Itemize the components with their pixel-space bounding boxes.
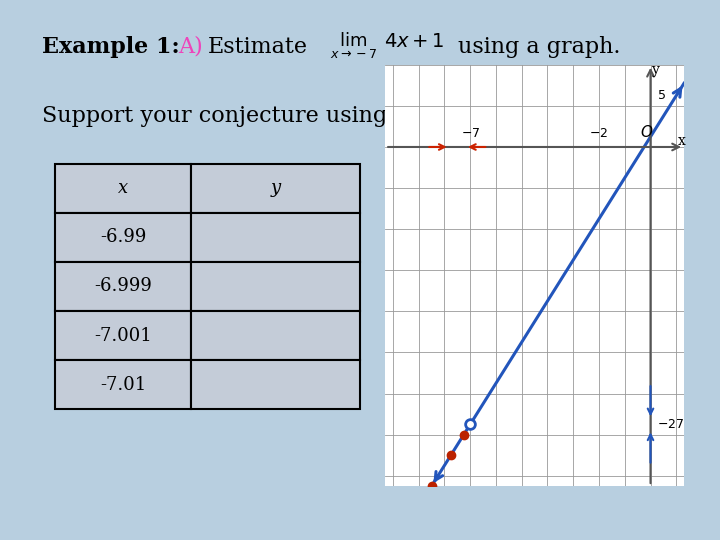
Bar (55, 213, 191, 262)
Bar (191, 213, 360, 262)
Text: y: y (270, 179, 281, 197)
Bar (191, 262, 360, 311)
Text: $-27$: $-27$ (657, 418, 684, 431)
Text: -6.999: -6.999 (94, 278, 152, 295)
Bar (55, 360, 191, 409)
Text: x: x (678, 134, 686, 148)
Text: -7.01: -7.01 (100, 376, 146, 394)
Text: Example 1:: Example 1: (42, 36, 179, 58)
Text: using a graph.: using a graph. (458, 36, 621, 58)
Text: $\underset{x\to-7}{\lim}$: $\underset{x\to-7}{\lim}$ (330, 31, 377, 62)
Text: Support your conjecture using a table of values.: Support your conjecture using a table of… (42, 105, 586, 127)
Bar (55, 311, 191, 360)
Bar (55, 164, 191, 213)
Text: $-7$: $-7$ (461, 127, 480, 140)
Bar (191, 360, 360, 409)
Text: -6.99: -6.99 (100, 228, 146, 246)
Text: y: y (652, 63, 660, 77)
Text: -7.001: -7.001 (94, 327, 152, 345)
Bar (191, 311, 360, 360)
Bar (55, 262, 191, 311)
Text: $5$: $5$ (657, 89, 666, 102)
Text: Estimate: Estimate (208, 36, 307, 58)
Text: $-2$: $-2$ (590, 127, 608, 140)
Text: A): A) (179, 36, 203, 58)
Text: x: x (118, 179, 128, 197)
Bar (191, 164, 360, 213)
Text: $O$: $O$ (640, 124, 653, 140)
Text: $4x+1$: $4x+1$ (384, 33, 444, 51)
